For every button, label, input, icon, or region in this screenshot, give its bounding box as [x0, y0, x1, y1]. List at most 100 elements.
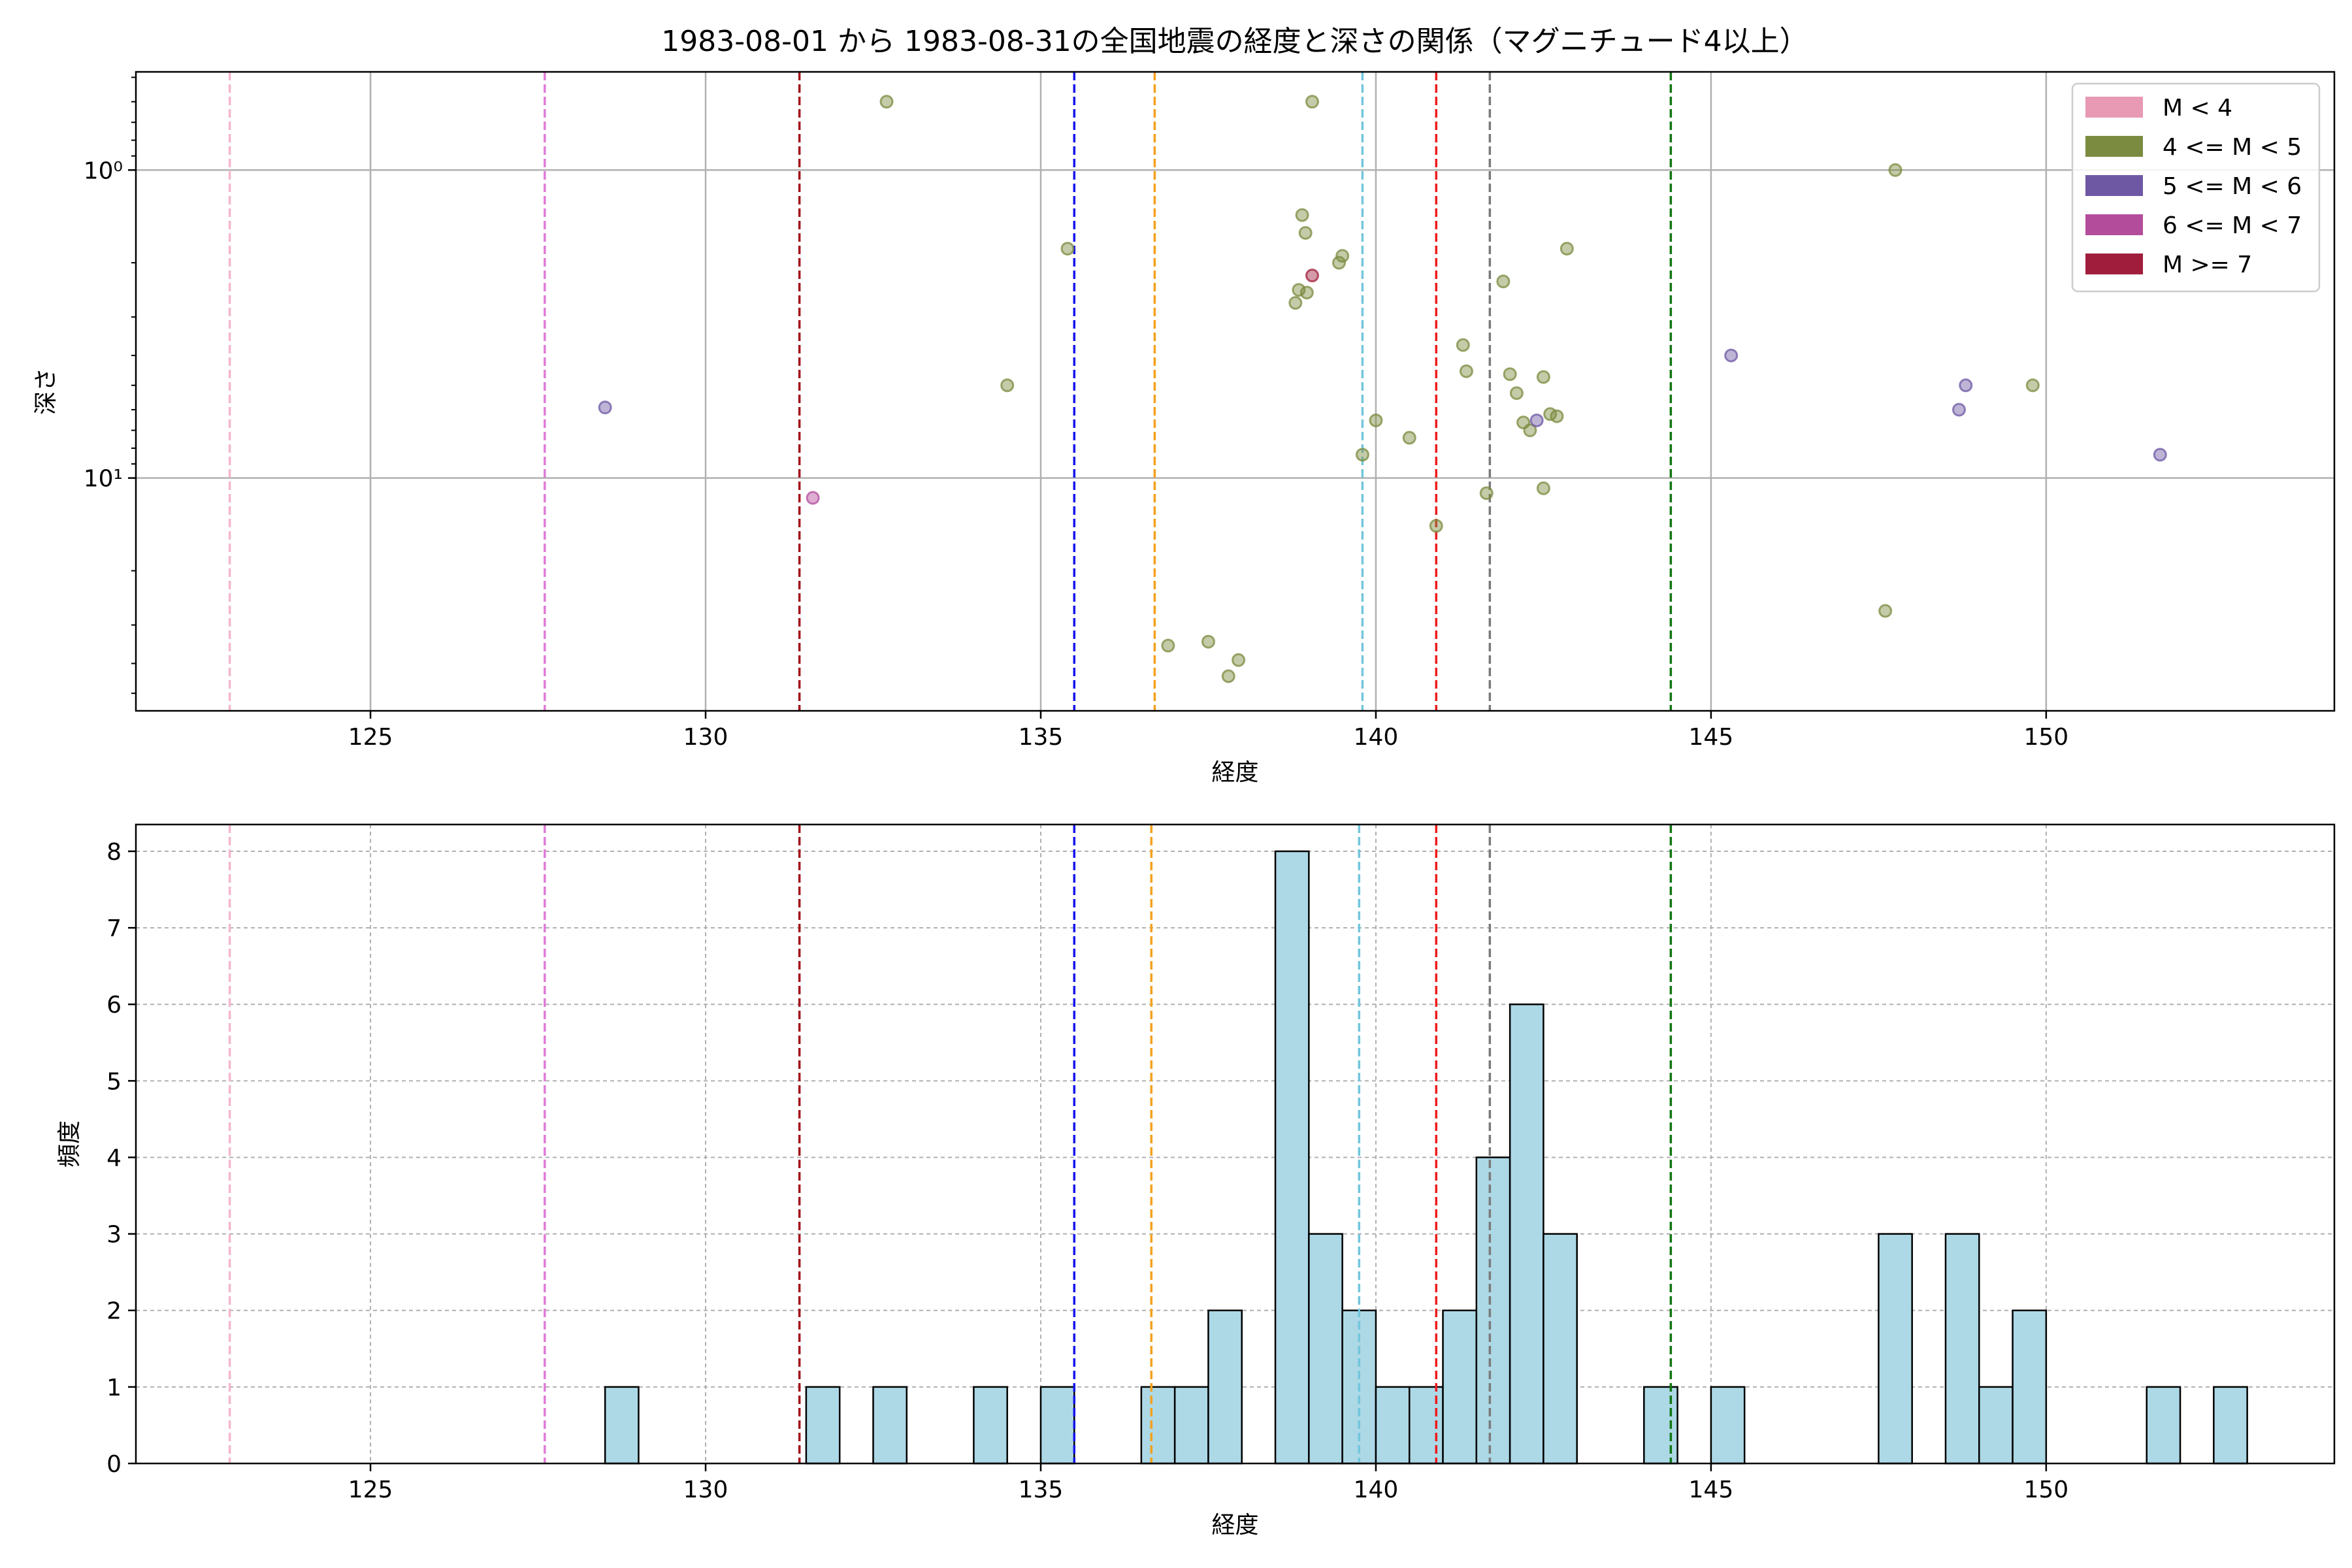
histogram-bar [1375, 1386, 1411, 1465]
histogram-x-tick-label: 145 [1689, 1477, 1734, 1503]
histogram-panel: 125 130 135 140 145 150 0 1 2 3 4 5 6 7 8 経度 頻度 [56, 823, 2336, 1539]
scatter-x-axis-label: 経度 [1211, 759, 1258, 786]
scatter-point [1509, 386, 1524, 400]
legend-box [2071, 82, 2321, 293]
legend-label: M >= 7 [2163, 252, 2252, 278]
scatter-point [2153, 448, 2167, 462]
scatter-point [1232, 653, 1246, 667]
scatter-plot-frame [135, 71, 2336, 712]
scatter-point [1305, 269, 1319, 283]
histogram-bar [1308, 1233, 1343, 1465]
histogram-bar [1039, 1386, 1075, 1465]
scatter-point [1299, 286, 1314, 300]
scatter-point [1305, 95, 1319, 109]
histogram-bar [1408, 1386, 1444, 1465]
histogram-x-tick-label: 125 [348, 1477, 393, 1503]
scatter-point [1560, 242, 1574, 256]
scatter-point [1369, 413, 1383, 427]
scatter-x-tick-label: 130 [683, 724, 728, 751]
histogram-x-axis-label: 経度 [1211, 1512, 1258, 1539]
scatter-point [1878, 604, 1893, 618]
scatter-point [1536, 370, 1550, 384]
histogram-bar [1207, 1309, 1243, 1465]
histogram-y-tick-label: 4 [106, 1145, 122, 1171]
histogram-bar [872, 1386, 908, 1465]
scatter-point [1060, 242, 1075, 256]
scatter-y-axis-label: 深さ [33, 368, 59, 415]
scatter-point [1298, 225, 1313, 240]
scatter-point [1529, 413, 1544, 427]
scatter-point [1459, 364, 1473, 378]
histogram-x-tick-label: 150 [2023, 1477, 2068, 1503]
scatter-x-tick-label: 140 [1354, 724, 1399, 751]
histogram-y-tick-label: 6 [106, 992, 122, 1019]
scatter-point [1479, 486, 1494, 500]
histogram-bar [2146, 1386, 2181, 1465]
scatter-point [1161, 638, 1175, 653]
histogram-y-tick-label: 2 [106, 1298, 122, 1325]
scatter-point [1503, 367, 1517, 382]
scatter-x-tick-label: 150 [2023, 724, 2068, 751]
scatter-point [1888, 163, 1903, 177]
scatter-point [806, 491, 820, 505]
scatter-point [1959, 378, 1973, 393]
scatter-point [1536, 481, 1550, 495]
histogram-y-axis-label: 頻度 [56, 1120, 83, 1168]
histogram-x-tick-label: 140 [1354, 1477, 1399, 1503]
histogram-bar [1944, 1233, 1980, 1465]
scatter-point [1952, 402, 1966, 417]
histogram-plot-frame [135, 823, 2336, 1465]
scatter-point [1295, 208, 1309, 222]
scatter-x-tick-label: 135 [1019, 724, 1064, 751]
legend-label: 6 <= M < 7 [2163, 212, 2302, 239]
histogram-bar [2012, 1309, 2048, 1465]
scatter-x-ticks: 125 130 135 140 145 150 [348, 711, 2068, 751]
histogram-y-tick-label: 5 [106, 1068, 122, 1095]
histogram-x-tick-label: 130 [683, 1477, 728, 1503]
scatter-point [1429, 519, 1443, 533]
legend-swatch [2085, 214, 2143, 235]
histogram-bar [805, 1386, 841, 1465]
scatter-point [1332, 255, 1347, 270]
scatter-point [879, 95, 894, 109]
histogram-bar [1878, 1233, 1913, 1465]
histogram-y-tick-label: 0 [106, 1451, 122, 1478]
histogram-bar [1643, 1386, 1678, 1465]
histogram-y-tick-label: 7 [106, 915, 122, 942]
histogram-bar [1274, 850, 1310, 1465]
histogram-bar [1475, 1156, 1511, 1465]
histogram-bar [1442, 1309, 1478, 1465]
scatter-x-tick-label: 125 [348, 724, 393, 751]
histogram-bar [1543, 1233, 1578, 1465]
histogram-bar [1509, 1003, 1544, 1465]
histogram-bar [973, 1386, 1008, 1465]
scatter-x-tick-label: 145 [1689, 724, 1734, 751]
scatter-point [1335, 249, 1350, 263]
histogram-x-ticks: 125 130 135 140 145 150 [348, 1463, 2068, 1503]
scatter-reference-lines [228, 72, 1673, 711]
legend-swatch [2085, 136, 2143, 157]
scatter-panel: 125 130 135 140 145 150 10⁰ 10¹ 経度 深さ M < 4 4 <… [33, 71, 2336, 786]
scatter-y-ticks: 10⁰ 10¹ [84, 76, 136, 694]
scatter-points [598, 95, 2167, 683]
legend: M < 4 4 <= M < 5 5 <= M < 6 6 <= M < 7 M >= … [2071, 82, 2321, 293]
scatter-point [1355, 448, 1369, 462]
scatter-y-tick-label: 10⁰ [84, 157, 123, 184]
scatter-point [1724, 348, 1739, 363]
histogram-bar [604, 1386, 640, 1465]
histogram-bar [2213, 1386, 2248, 1465]
scatter-point [2025, 378, 2040, 393]
histogram-bar [1978, 1386, 2014, 1465]
scatter-y-tick-label: 10¹ [84, 466, 123, 493]
scatter-point [1523, 423, 1537, 438]
scatter-point [1000, 378, 1015, 393]
histogram-x-tick-label: 135 [1019, 1477, 1064, 1503]
histogram-bar [1173, 1386, 1209, 1465]
histogram-bars [604, 850, 2248, 1465]
histogram-y-tick-label: 8 [106, 839, 122, 866]
histogram-bar [1140, 1386, 1176, 1465]
legend-swatch [2085, 253, 2143, 274]
legend-swatch [2085, 175, 2143, 196]
scatter-point [1201, 634, 1215, 649]
